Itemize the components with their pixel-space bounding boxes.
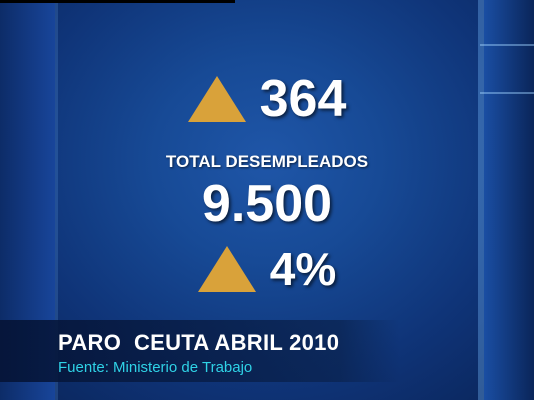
increase-percent-row: 4% [0, 246, 534, 292]
increase-count: 364 [259, 70, 347, 128]
right-line [480, 44, 534, 46]
total-label: TOTAL DESEMPLEADOS [165, 152, 369, 171]
right-line [480, 92, 534, 94]
increase-percent: 4% [269, 243, 337, 295]
lower-third-source: Fuente: Ministerio de Trabajo [58, 359, 253, 376]
increase-count-row: 364 [0, 73, 534, 125]
triangle-up-icon [187, 76, 246, 122]
top-edge [0, 0, 235, 3]
left-band-highlight [55, 0, 58, 400]
lower-third-panel [0, 320, 400, 382]
total-value-row: 9.500 [0, 178, 534, 230]
total-value: 9.500 [201, 175, 333, 233]
lower-third-title: PARO CEUTA ABRIL 2010 [58, 330, 340, 355]
right-band [484, 0, 534, 400]
triangle-up-icon [197, 246, 256, 292]
right-band-highlight [478, 0, 484, 400]
